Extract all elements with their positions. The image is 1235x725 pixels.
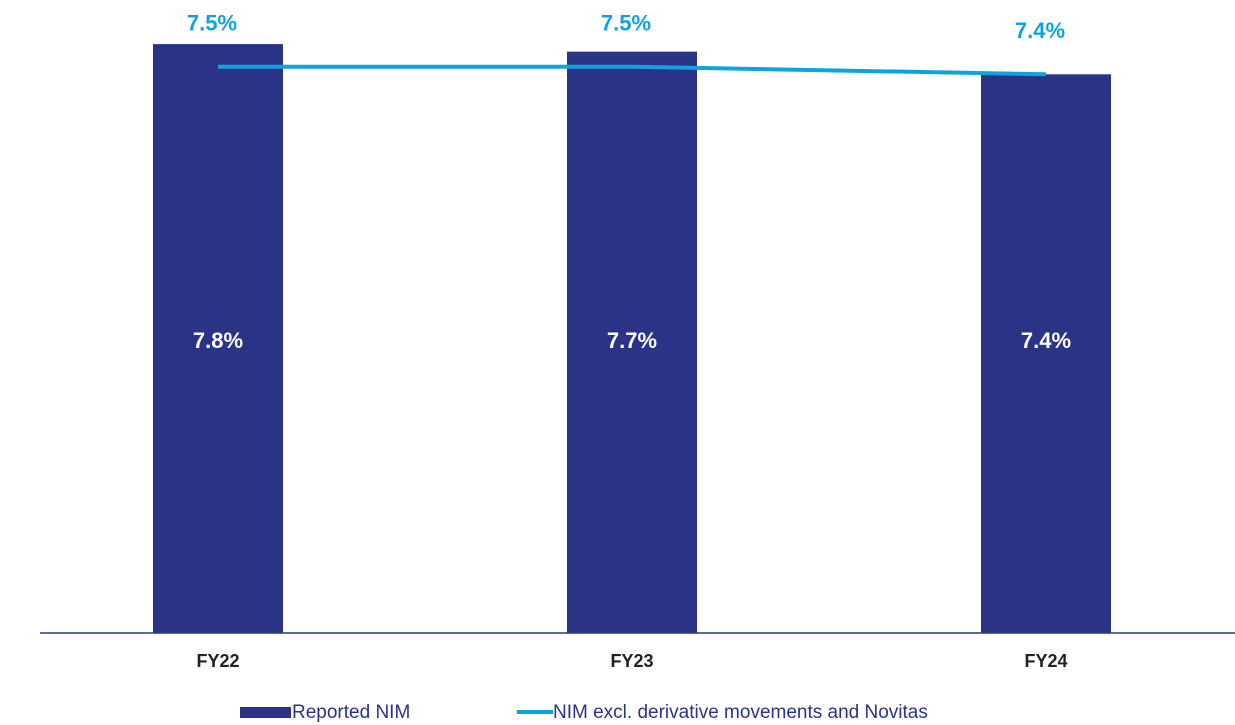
- line-value-label: 7.5%: [601, 11, 651, 36]
- bar: [567, 51, 697, 633]
- x-tick-label: FY22: [196, 651, 239, 671]
- legend-label: Reported NIM: [292, 702, 410, 723]
- bar: [981, 74, 1111, 634]
- x-tick-label: FY24: [1024, 651, 1067, 671]
- line-value-label: 7.4%: [1015, 18, 1065, 43]
- line: [218, 64, 1047, 77]
- bar-value-label: 7.7%: [607, 328, 657, 353]
- line-value-label: 7.5%: [187, 11, 237, 36]
- bar-value-label: 7.8%: [193, 328, 243, 353]
- legend-label: NIM excl. derivative movements and Novit…: [553, 702, 928, 723]
- bar-value-label: 7.4%: [1021, 328, 1071, 353]
- legend-swatch: [240, 707, 291, 718]
- x-tick-label: FY23: [610, 651, 653, 671]
- bar: [153, 44, 283, 634]
